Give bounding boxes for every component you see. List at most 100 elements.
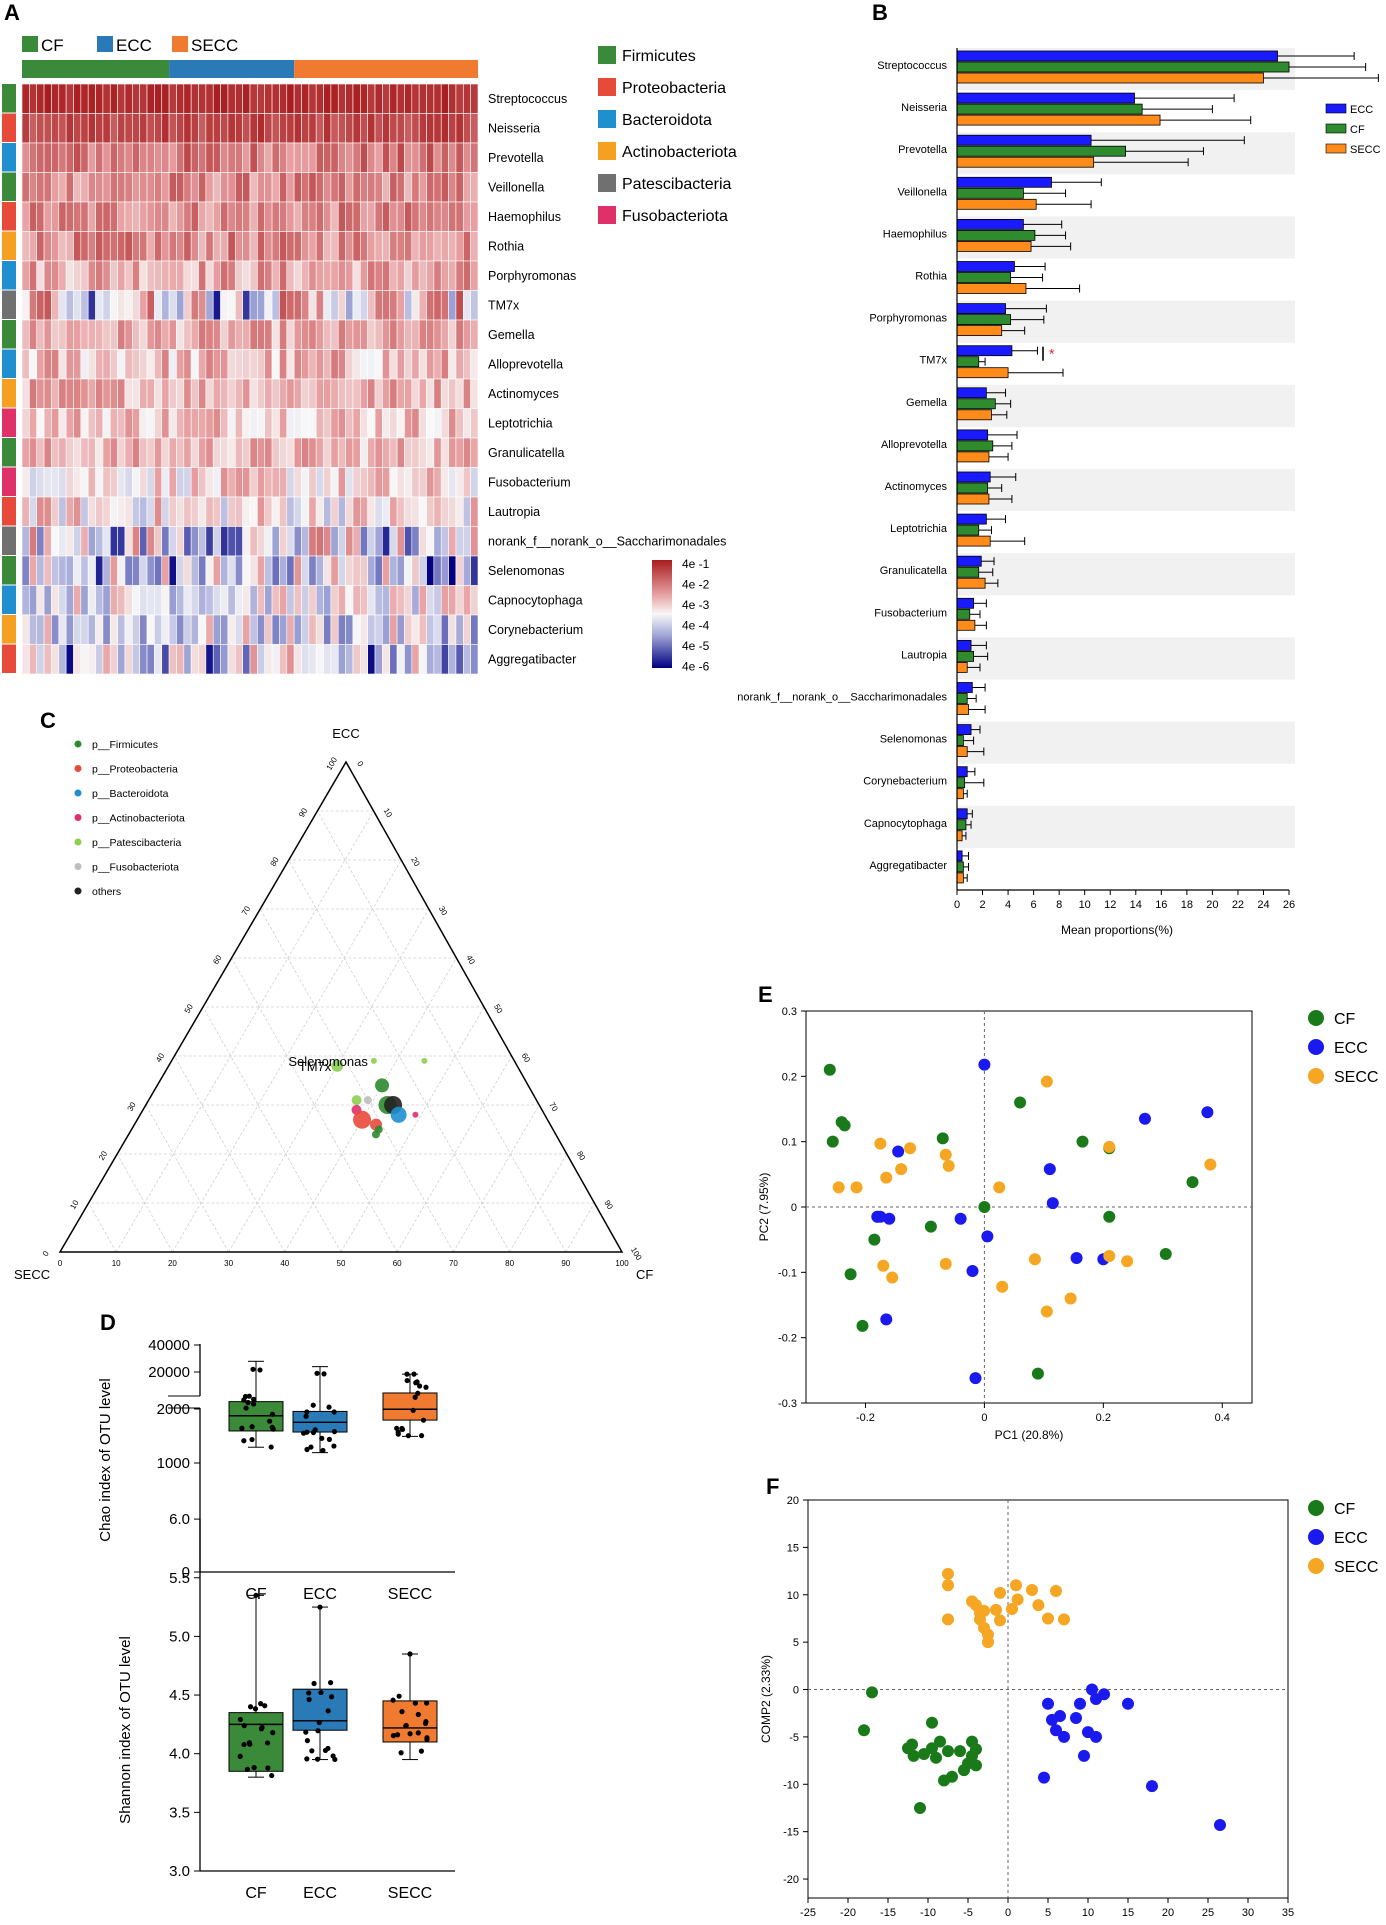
box-data-point — [304, 1409, 310, 1415]
heatmap-cell — [411, 201, 420, 232]
heatmap-cell — [29, 555, 38, 586]
heatmap-cell — [426, 349, 435, 380]
heatmap-cell — [374, 644, 383, 675]
heatmap-cell — [95, 349, 104, 380]
heatmap-cell — [279, 614, 288, 645]
heatmap-cell — [433, 231, 442, 262]
heatmap-cell — [190, 142, 199, 173]
heatmap-cell — [257, 526, 266, 557]
heatmap-cell — [21, 614, 30, 645]
heatmap-cell — [124, 172, 133, 203]
heatmap-cell — [360, 231, 368, 262]
box-data-point — [418, 1433, 425, 1439]
group-legend-label: CF — [41, 36, 64, 55]
heatmap-cell — [367, 142, 376, 173]
phylum-sidebar-cell — [2, 438, 16, 467]
bar-secc — [956, 325, 1003, 337]
y-tick-label: -20 — [783, 1874, 799, 1886]
scatter-point-secc — [942, 1159, 955, 1172]
heatmap-cell — [198, 526, 207, 557]
shannon-y-tick-label: 5.0 — [169, 1628, 190, 1645]
scatter-point-secc — [942, 1567, 954, 1580]
heatmap-cell — [433, 349, 442, 380]
heatmap-cell — [234, 349, 243, 380]
heatmap-cell — [176, 526, 185, 557]
heatmap-cell — [176, 260, 185, 291]
heatmap-cell — [249, 231, 258, 262]
heatmap-cell — [470, 437, 479, 468]
heatmap-cell — [315, 585, 324, 616]
scatter-point-ecc — [1086, 1683, 1098, 1696]
heatmap-cell — [279, 467, 288, 498]
heatmap-cell — [470, 142, 479, 173]
heatmap-cell — [271, 467, 280, 498]
scatter-point-ecc — [981, 1230, 994, 1243]
x-tick-label: 10 — [1079, 899, 1091, 911]
heatmap-cell — [389, 555, 398, 586]
heatmap-cell — [139, 260, 148, 291]
heatmap-cell — [154, 496, 163, 527]
heatmap-cell — [190, 644, 199, 675]
heatmap-cell — [95, 231, 104, 262]
heatmap-cell — [212, 644, 221, 675]
heatmap-cell — [404, 290, 413, 321]
heatmap-cell — [470, 467, 479, 498]
bar-cf — [956, 819, 967, 831]
heatmap-cell — [440, 614, 449, 645]
heatmap-cell — [124, 496, 133, 527]
heatmap-cell — [29, 437, 38, 468]
heatmap-cell — [109, 585, 118, 616]
scatter-point-cf — [866, 1686, 878, 1699]
heatmap-cell — [43, 113, 52, 144]
heatmap-cell — [43, 408, 52, 439]
heatmap-cell — [227, 260, 236, 291]
heatmap-cell — [220, 496, 229, 527]
bar-secc — [956, 114, 1161, 126]
box-data-point — [301, 1430, 307, 1436]
heatmap-cell — [337, 496, 346, 527]
heatmap-cell — [21, 408, 30, 439]
heatmap-cell — [73, 113, 82, 144]
panel-label-f: F — [766, 1474, 779, 1499]
heatmap-cell — [433, 290, 442, 321]
heatmap-cell — [146, 319, 155, 350]
heatmap-cell — [360, 644, 368, 675]
heatmap-cell — [286, 201, 295, 232]
heatmap-cell — [242, 83, 251, 114]
heatmap-cell — [58, 437, 67, 468]
box-data-point — [320, 1447, 326, 1454]
heatmap-cell — [36, 378, 45, 409]
scatter-point-ecc — [1074, 1697, 1086, 1710]
heatmap-cell — [43, 555, 52, 586]
ternary-grid-line — [509, 1153, 568, 1253]
phylum-legend-label: Patescibacteria — [622, 176, 731, 193]
heatmap-cell — [65, 349, 74, 380]
heatmap-cell — [139, 526, 148, 557]
box-data-point — [251, 1401, 257, 1407]
heatmap-cell — [337, 142, 346, 173]
heatmap-cell — [117, 201, 126, 232]
heatmap-cell — [58, 349, 67, 380]
scatter-point-secc — [832, 1181, 845, 1194]
heatmap-cell — [367, 585, 376, 616]
heatmap-cell — [198, 555, 207, 586]
heatmap-cell — [279, 290, 288, 321]
bar-secc — [956, 788, 964, 800]
colorbar-tick-label: 4e -4 — [682, 619, 710, 633]
heatmap-cell — [65, 408, 74, 439]
heatmap-cell — [124, 201, 133, 232]
bar-secc — [956, 872, 964, 884]
heatmap-cell — [271, 644, 280, 675]
heatmap-cell — [337, 467, 346, 498]
heatmap-cell — [227, 290, 236, 321]
shannon-y-tick-label: 3.5 — [169, 1804, 190, 1821]
heatmap-cell — [315, 201, 324, 232]
heatmap-cell — [411, 113, 420, 144]
heatmap-cell — [249, 349, 258, 380]
heatmap-cell — [470, 172, 479, 203]
heatmap-cell — [455, 172, 464, 203]
phylum-sidebar-cell — [2, 644, 16, 673]
ternary-tick-label: 20 — [168, 1259, 177, 1268]
heatmap-cell — [73, 496, 82, 527]
heatmap-cell — [374, 437, 383, 468]
